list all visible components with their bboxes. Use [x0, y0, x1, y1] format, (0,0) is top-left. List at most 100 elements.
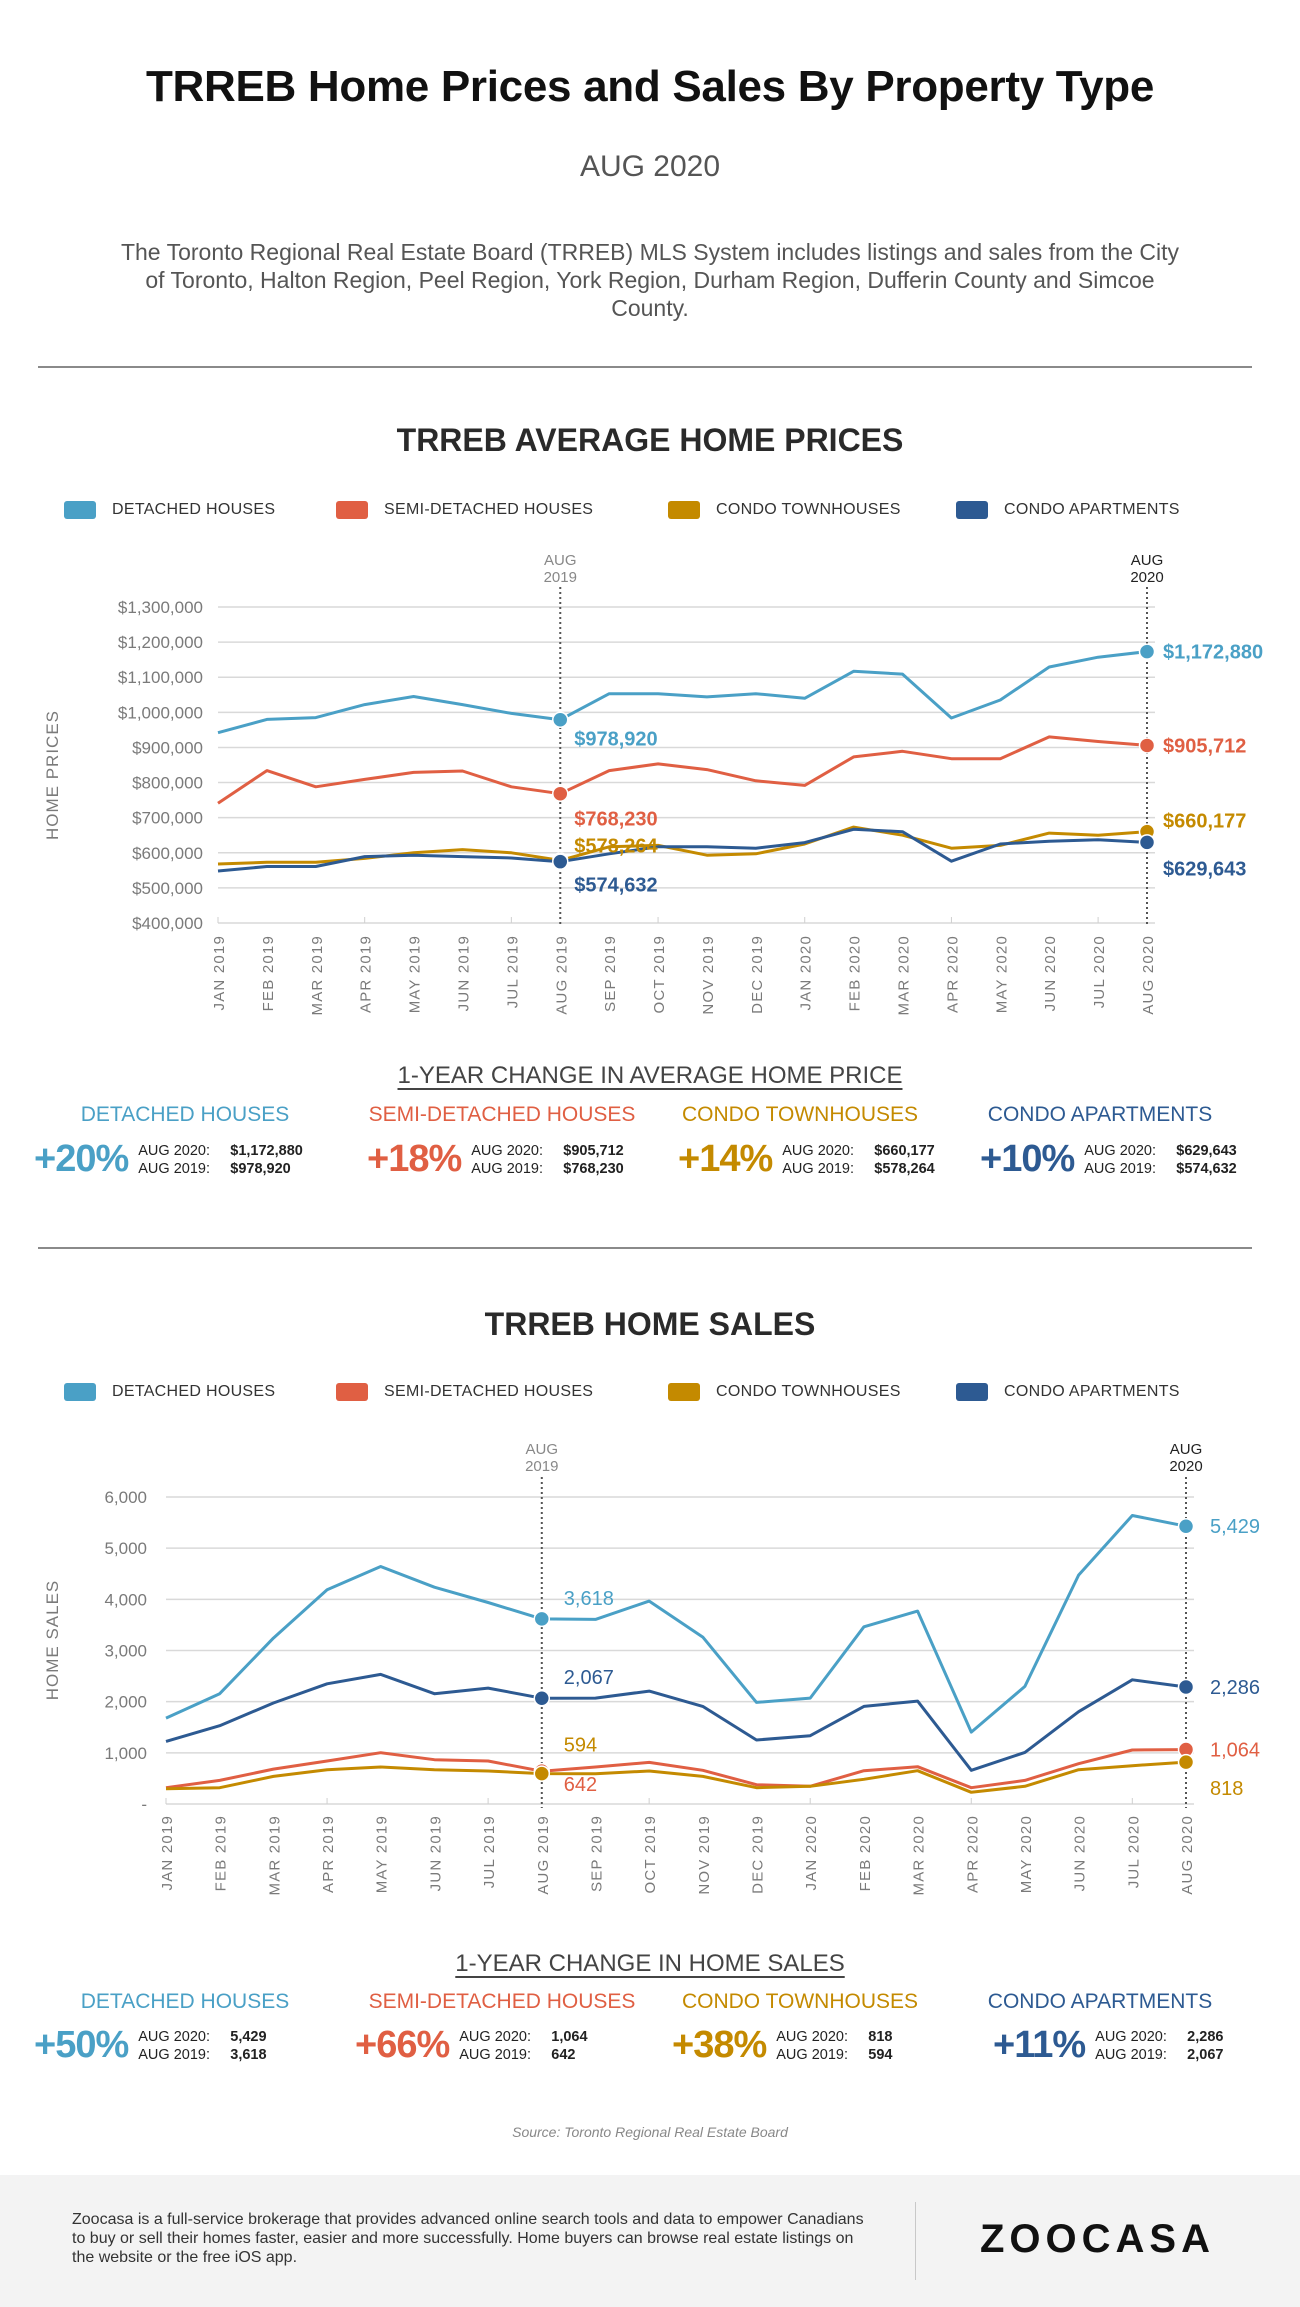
- legend-label: SEMI-DETACHED HOUSES: [384, 501, 594, 518]
- data-value-label: 594: [564, 1735, 597, 1757]
- change-category-label: SEMI-DETACHED HOUSES: [368, 1103, 636, 1126]
- prices-section-title: TRREB AVERAGE HOME PRICES: [396, 422, 904, 458]
- y-axis-title: HOME SALES: [43, 1580, 62, 1701]
- data-value-label: 818: [1210, 1778, 1243, 1800]
- row-label: AUG 2020:: [1084, 1142, 1156, 1159]
- x-tick-label: APR 2019: [320, 1815, 337, 1893]
- page-subtitle-date: AUG 2020: [579, 150, 721, 183]
- section-divider: [38, 1247, 1252, 1249]
- change-category-label: DETACHED HOUSES: [80, 1103, 290, 1126]
- zoocasa-logo[interactable]: ZOOCASA: [980, 2217, 1215, 2261]
- row-label: AUG 2020:: [1095, 2028, 1167, 2045]
- legend-swatch-detached: [64, 501, 96, 519]
- current-value-row: AUG 2020: $905,712: [471, 1142, 623, 1160]
- y-tick-label: $900,000: [132, 738, 203, 757]
- legend-swatch-semi-detached: [336, 1383, 368, 1401]
- change-stat-block: +18% AUG 2020: $905,712 AUG 2019: $768,230: [367, 1138, 624, 1181]
- percent-change: +38%: [672, 2024, 767, 2066]
- x-tick-label: JUN 2019: [455, 935, 472, 1011]
- legend-label: DETACHED HOUSES: [112, 1383, 276, 1400]
- data-value-label: $978,920: [574, 729, 657, 751]
- price-line-chart: $400,000 $500,000 $600,000 $700,000 $800,000…: [43, 552, 1263, 1015]
- footer-about-text: Zoocasa is a full-service brokerage that…: [72, 2211, 864, 2266]
- row-label: AUG 2019:: [138, 2046, 210, 2063]
- legend-swatch-condo-townhouses: [668, 1383, 700, 1401]
- section-divider: [38, 366, 1252, 368]
- row-value: 3,618: [230, 2046, 267, 2063]
- prior-value-row: AUG 2019: 642: [459, 2046, 587, 2064]
- row-value: 2,286: [1187, 2028, 1224, 2045]
- y-axis-title: HOME PRICES: [43, 710, 62, 840]
- data-point-highlight: [1138, 834, 1156, 851]
- sales-change-heading: 1-YEAR CHANGE IN HOME SALES: [0, 1950, 1300, 1978]
- legend-label: CONDO APARTMENTS: [1004, 501, 1180, 518]
- source-note: Source: Toronto Regional Real Estate Boa…: [512, 2124, 788, 2140]
- y-tick-label: 3,000: [104, 1642, 147, 1661]
- legend-item-condo-townhouses: CONDO TOWNHOUSES: [668, 1383, 901, 1401]
- x-tick-label: MAY 2019: [374, 1815, 391, 1893]
- x-tick-label: JAN 2020: [798, 935, 815, 1010]
- legend-swatch-condo-townhouses: [668, 501, 700, 519]
- change-category-label: CONDO TOWNHOUSES: [681, 1103, 919, 1126]
- change-category-label: SEMI-DETACHED HOUSES: [368, 1990, 636, 2013]
- data-value-label: $574,632: [574, 875, 657, 897]
- series-line: [217, 827, 1148, 873]
- x-tick-label: AUG 2019: [535, 1815, 552, 1895]
- data-point-highlight: [552, 711, 569, 728]
- x-tick-label: OCT 2019: [651, 935, 668, 1014]
- change-category-label: CONDO APARTMENTS: [987, 1990, 1213, 2013]
- series-line: [165, 1514, 1187, 1734]
- series-line: [217, 650, 1148, 735]
- row-value: $905,712: [563, 1142, 624, 1159]
- y-tick-label: $1,100,000: [118, 668, 203, 687]
- legend-item-semi-detached: SEMI-DETACHED HOUSES: [336, 501, 593, 519]
- legend-swatch-condo-apartments: [956, 1383, 988, 1401]
- data-point-highlight: [552, 853, 569, 870]
- y-tick-label: 4,000: [104, 1590, 147, 1609]
- prices-change-title: 1-YEAR CHANGE IN AVERAGE HOME PRICE: [397, 1062, 903, 1089]
- row-value: 642: [551, 2046, 576, 2063]
- series-line: [165, 1672, 1187, 1772]
- change-stat-block: +66% AUG 2020: 1,064 AUG 2019: 642: [355, 2024, 588, 2067]
- series-line: [217, 735, 1148, 805]
- legend-label: DETACHED HOUSES: [112, 501, 276, 518]
- legend-item-semi-detached: SEMI-DETACHED HOUSES: [336, 1383, 593, 1401]
- current-value-row: AUG 2020: 2,286: [1095, 2028, 1223, 2046]
- change-category-label: CONDO TOWNHOUSES: [681, 1990, 919, 2013]
- x-tick-label: APR 2020: [964, 1815, 981, 1893]
- data-value-label: $660,177: [1163, 811, 1246, 833]
- prior-value-row: AUG 2019: $578,264: [782, 1160, 934, 1178]
- y-tick-label: $700,000: [132, 809, 203, 828]
- y-tick-label: $1,300,000: [118, 598, 203, 617]
- row-value: $660,177: [874, 1142, 935, 1159]
- data-point-highlight: [1138, 643, 1156, 660]
- data-point-highlight: [1177, 1753, 1195, 1771]
- x-tick-label: DEC 2019: [749, 935, 766, 1014]
- x-tick-label: NOV 2019: [696, 1815, 713, 1895]
- data-value-label: $768,230: [574, 809, 657, 831]
- row-value: 594: [868, 2046, 893, 2063]
- page-title: TRREB Home Prices and Sales By Property …: [145, 62, 1155, 111]
- marker-label-year: 2020: [1169, 1458, 1202, 1475]
- x-tick-label: APR 2019: [358, 935, 375, 1013]
- row-value: $629,643: [1176, 1142, 1237, 1159]
- sales-section-title: TRREB HOME SALES: [484, 1306, 816, 1342]
- row-label: AUG 2019:: [776, 2046, 848, 2063]
- x-tick-label: MAR 2019: [309, 935, 326, 1015]
- row-value: $1,172,880: [230, 1142, 303, 1159]
- change-stat-block: +50% AUG 2020: 5,429 AUG 2019: 3,618: [34, 2024, 267, 2067]
- prior-value-row: AUG 2019: 594: [776, 2046, 892, 2064]
- footer: Zoocasa is a full-service brokerage that…: [0, 2175, 1300, 2307]
- percent-change: +10%: [980, 1138, 1075, 1180]
- legend-label: CONDO APARTMENTS: [1004, 1383, 1180, 1400]
- page-description: The Toronto Regional Real Estate Board (…: [120, 239, 1180, 321]
- change-details: AUG 2020: 2,286 AUG 2019: 2,067: [1095, 2028, 1223, 2064]
- percent-change: +50%: [34, 2024, 129, 2066]
- y-tick-label: 6,000: [104, 1488, 147, 1507]
- x-tick-label: MAY 2019: [407, 935, 424, 1013]
- data-point-highlight: [533, 1765, 551, 1782]
- current-value-row: AUG 2020: $629,643: [1084, 1142, 1236, 1160]
- data-value-label: 2,067: [564, 1667, 614, 1689]
- sales-change-title: 1-YEAR CHANGE IN HOME SALES: [455, 1950, 845, 1977]
- row-value: $978,920: [230, 1160, 291, 1177]
